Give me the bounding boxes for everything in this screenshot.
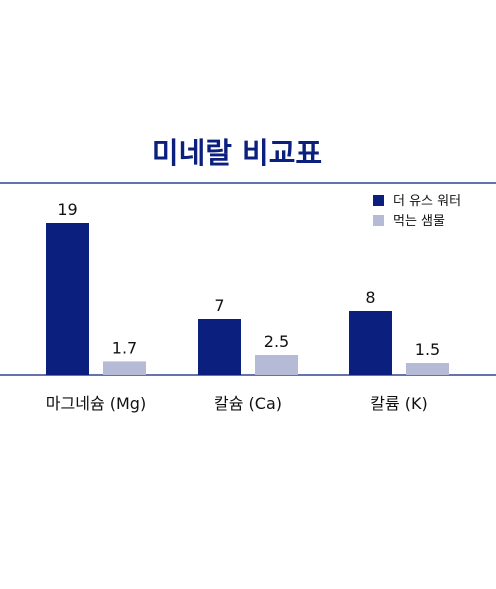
x-tick-label-1: 마그네슘 (Mg) [46, 394, 146, 413]
value-label-series-1-2: 7 [214, 296, 224, 315]
value-labels-group: 19 1.7 7 2.5 8 1.5 [57, 200, 440, 359]
legend-label-series-2: 먹는 샘물 [393, 214, 445, 229]
chart-title: 미네랄 비교표 [152, 136, 322, 170]
value-label-series-2-2: 2.5 [264, 332, 289, 351]
x-tick-label-3: 칼륨 (K) [370, 394, 428, 413]
legend-swatch-series-2 [373, 215, 384, 226]
bar-series-2-3 [406, 363, 449, 375]
value-label-series-1-3: 8 [365, 288, 375, 307]
bar-series-1-2 [198, 319, 241, 375]
x-tick-label-2: 칼슘 (Ca) [214, 394, 282, 413]
legend: 더 유스 워터 먹는 샘물 [373, 194, 461, 229]
x-tick-labels-group: 마그네슘 (Mg) 칼슘 (Ca) 칼륨 (K) [46, 394, 428, 413]
value-label-series-2-1: 1.7 [112, 338, 137, 357]
bar-series-2-1 [103, 361, 146, 375]
bars-group [46, 223, 449, 375]
value-label-series-2-3: 1.5 [415, 340, 440, 359]
bar-series-1-3 [349, 311, 392, 375]
bar-series-2-2 [255, 355, 298, 375]
bar-series-1-1 [46, 223, 89, 375]
legend-label-series-1: 더 유스 워터 [393, 194, 461, 209]
value-label-series-1-1: 19 [57, 200, 77, 219]
legend-swatch-series-1 [373, 195, 384, 206]
